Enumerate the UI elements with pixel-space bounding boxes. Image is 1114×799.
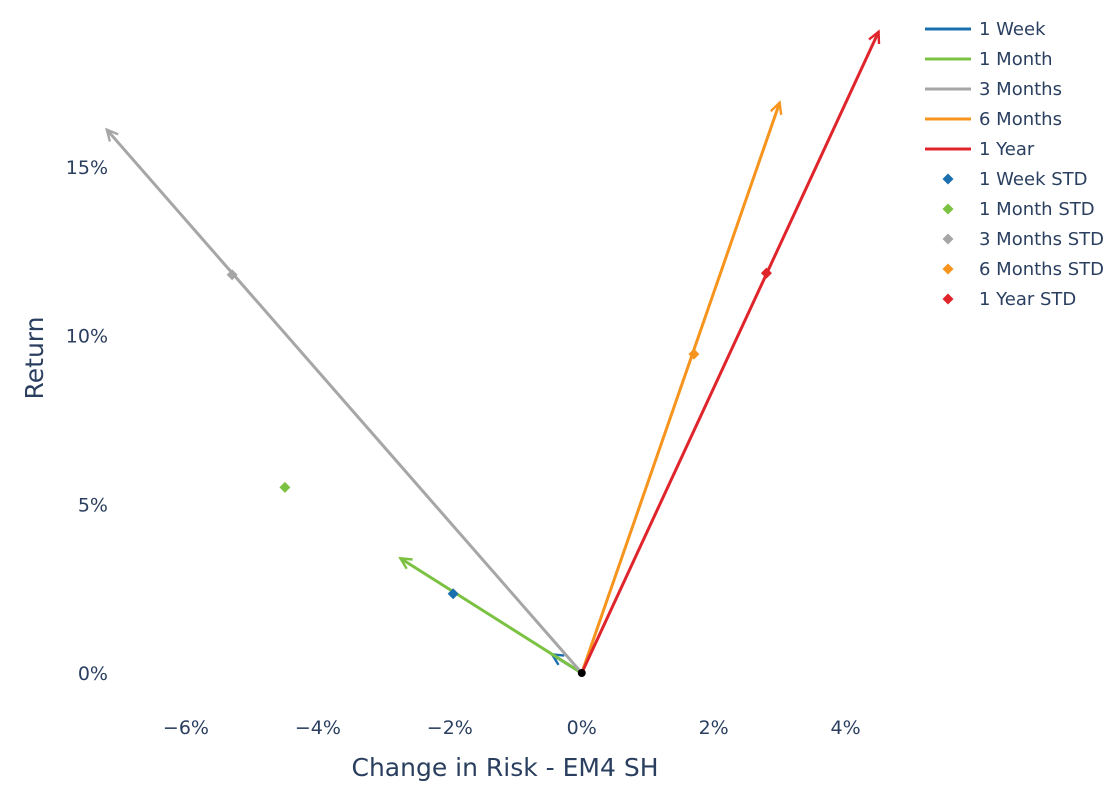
legend-label-1-month-std: 1 Month STD (979, 199, 1095, 220)
plot-area (105, 29, 881, 677)
legend-swatch-6-months-std (942, 263, 954, 275)
legend-swatch-1-week-std (942, 173, 954, 185)
legend-label-1-week: 1 Week (979, 19, 1046, 40)
legend-swatch-1-month-std (942, 203, 954, 215)
x-tick-label: 4% (831, 717, 861, 739)
legend-label-1-month: 1 Month (979, 49, 1053, 70)
x-tick-label: −6% (163, 717, 209, 739)
arrowhead-6-months (769, 100, 783, 115)
marker-1-year-std (760, 267, 772, 279)
legend-label-1-week-std: 1 Week STD (979, 169, 1088, 190)
legend: 1 Week 1 Month 3 Months 6 Months 1 Year 1 Wee… (925, 19, 1104, 310)
origin-point (577, 669, 586, 677)
marker-6-months-std (688, 348, 700, 360)
y-axis-title: Return (20, 317, 49, 400)
x-tick-label: −4% (295, 717, 341, 739)
arrowhead-3-months (105, 127, 119, 142)
arrow-3-months (105, 128, 583, 674)
y-tick-label: 10% (66, 326, 108, 348)
x-tick-label: 0% (567, 717, 597, 739)
legend-label-1-year: 1 Year (979, 139, 1035, 160)
y-tick-label: 15% (66, 157, 108, 179)
x-tick-label: 2% (699, 717, 729, 739)
arrow-1-year (580, 31, 880, 674)
y-axis-ticks: 0% 5% 10% 15% (66, 157, 108, 685)
x-axis-ticks: −6% −4% −2% 0% 2% 4% (163, 717, 861, 739)
marker-1-month-std (279, 481, 291, 493)
y-tick-label: 0% (78, 663, 108, 685)
legend-label-3-months: 3 Months (979, 79, 1062, 100)
legend-label-6-months: 6 Months (979, 109, 1062, 130)
legend-swatch-3-months-std (942, 233, 954, 245)
arrowhead-1-year (868, 29, 881, 45)
legend-label-3-months-std: 3 Months STD (979, 229, 1104, 250)
y-tick-label: 5% (78, 494, 108, 516)
marker-1-week-std (447, 588, 459, 600)
arrow-1-month (399, 556, 583, 675)
arrow-6-months (580, 102, 782, 674)
arrowhead-1-month (398, 556, 413, 570)
marker-3-months-std (226, 269, 238, 281)
x-axis-title: Change in Risk - EM4 SH (351, 753, 658, 782)
x-tick-label: −2% (427, 717, 473, 739)
legend-swatch-1-year-std (942, 293, 954, 305)
legend-label-6-months-std: 6 Months STD (979, 259, 1104, 280)
legend-label-1-year-std: 1 Year STD (979, 289, 1076, 310)
